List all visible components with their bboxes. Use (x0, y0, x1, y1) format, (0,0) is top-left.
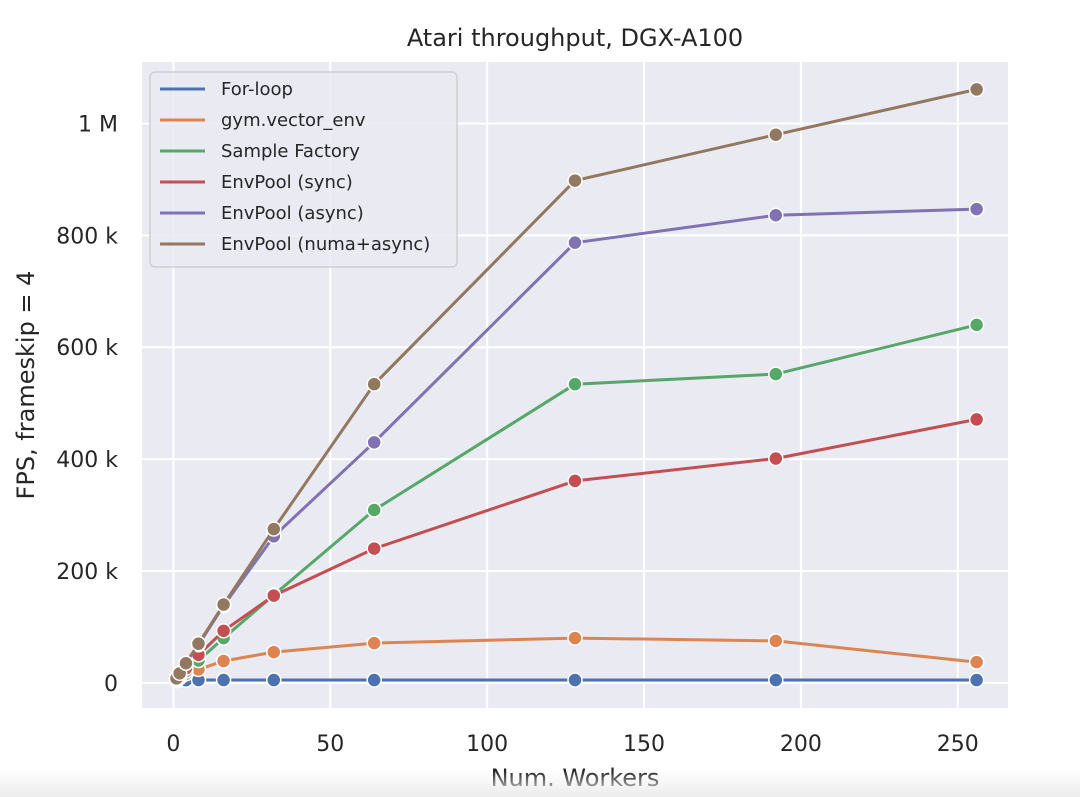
data-point (366, 376, 382, 392)
data-point (366, 540, 382, 557)
series-layer (168, 81, 985, 689)
legend-label: For-loop (221, 79, 293, 100)
data-point (567, 630, 583, 646)
x-tick-label: 150 (623, 732, 665, 757)
data-point (266, 587, 282, 604)
legend-label: EnvPool (numa+async) (221, 234, 430, 255)
data-point (266, 521, 282, 537)
data-point (768, 126, 784, 143)
legend-label: gym.vector_env (221, 110, 366, 131)
data-point (215, 623, 232, 639)
bottom-edge-shade (0, 771, 1080, 797)
data-point (567, 473, 583, 489)
data-point (968, 654, 985, 670)
data-point (768, 366, 784, 382)
legend-label: Sample Factory (221, 141, 360, 162)
data-point (266, 644, 282, 660)
data-point (968, 81, 985, 98)
y-tick-label: 1 M (78, 113, 118, 138)
series-envpool-numa-async- (168, 81, 985, 687)
y-axis-label: FPS, frameskip = 4 (12, 271, 40, 500)
data-point (968, 411, 985, 428)
x-tick-label: 50 (316, 732, 344, 757)
x-tick-label: 250 (937, 732, 979, 757)
x-tick-label: 100 (466, 732, 508, 757)
data-point (366, 434, 382, 451)
data-point (178, 655, 194, 672)
data-point (215, 596, 232, 613)
data-point (366, 635, 382, 651)
y-tick-label: 400 k (56, 448, 118, 473)
x-axis-ticks: 0 50 100 150 200 250 (166, 732, 978, 757)
data-point (190, 635, 207, 652)
chart-title: Atari throughput, DGX-A100 (407, 24, 743, 52)
legend: For-loop gym.vector_env Sample Factory EnvP… (149, 71, 458, 268)
data-point (266, 672, 282, 688)
data-point (968, 672, 985, 688)
y-tick-label: 200 k (56, 560, 118, 585)
y-tick-label: 800 k (56, 224, 118, 249)
data-point (968, 201, 985, 217)
data-point (366, 502, 382, 518)
data-point (215, 672, 232, 688)
data-point (215, 653, 232, 669)
x-tick-label: 0 (166, 732, 180, 757)
data-point (567, 672, 583, 688)
data-point (768, 207, 784, 224)
data-point (768, 633, 784, 649)
data-point (968, 317, 985, 333)
data-point (768, 450, 784, 467)
data-point (567, 172, 583, 189)
x-tick-label: 200 (780, 732, 822, 757)
y-axis-ticks: 0 200 k 400 k 600 k 800 k 1 M (56, 113, 118, 697)
data-point (567, 234, 583, 251)
data-point (567, 376, 583, 392)
legend-box (149, 71, 458, 268)
data-point (366, 672, 382, 688)
y-tick-label: 600 k (56, 336, 118, 361)
legend-label: EnvPool (async) (221, 203, 364, 224)
data-point (768, 672, 784, 688)
y-tick-label: 0 (104, 672, 118, 697)
legend-label: EnvPool (sync) (221, 172, 353, 193)
